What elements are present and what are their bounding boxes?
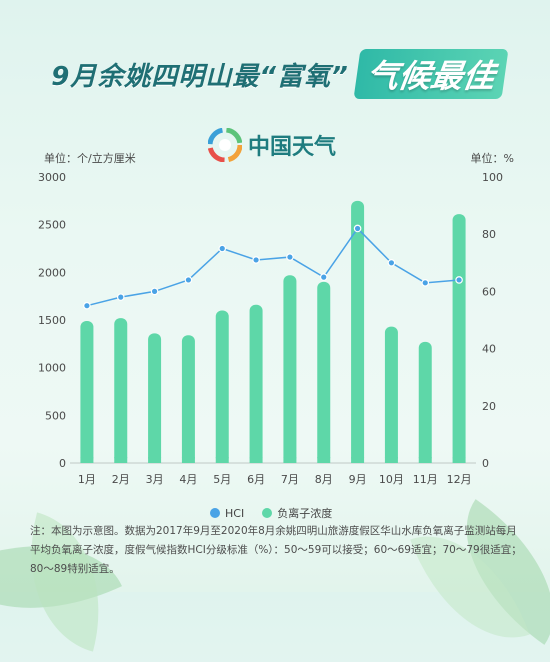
bar-base xyxy=(351,457,365,463)
bar-base xyxy=(114,457,128,463)
y-left-tick-label: 0 xyxy=(59,457,66,470)
y-left-tick-label: 1000 xyxy=(38,362,66,375)
legend-label-hci: HCI xyxy=(225,506,245,520)
y-left-tick-label: 2000 xyxy=(38,266,66,279)
hci-point xyxy=(150,287,159,296)
x-tick-label: 8月 xyxy=(315,473,333,486)
bar xyxy=(114,318,128,463)
bar-base xyxy=(384,457,398,463)
hci-point xyxy=(353,224,362,233)
x-tick-label: 11月 xyxy=(413,473,438,486)
hci-point xyxy=(319,273,328,281)
bar xyxy=(418,341,432,463)
hci-point xyxy=(83,301,91,310)
y-left-tick-label: 2500 xyxy=(38,219,66,232)
hci-point xyxy=(455,276,463,284)
bar xyxy=(215,310,229,463)
bar xyxy=(317,281,331,463)
x-tick-label: 6月 xyxy=(247,473,265,486)
x-tick-label: 7月 xyxy=(281,473,299,486)
x-tick-label: 2月 xyxy=(112,473,130,486)
hci-point xyxy=(116,293,125,301)
bar-base xyxy=(249,457,263,463)
bar xyxy=(80,320,94,463)
x-tick-label: 5月 xyxy=(213,473,231,486)
x-tick-label: 3月 xyxy=(146,473,164,486)
hci-point xyxy=(218,244,227,253)
legend-label-ion: 负离子浓度 xyxy=(277,507,333,520)
legend-item-hci: HCI xyxy=(210,507,244,520)
x-tick-label: 1月 xyxy=(78,473,96,486)
footnote: 注：本图为示意图。数据为2017年9月至2020年8月余姚四明山旅游度假区华山水… xyxy=(30,525,522,575)
page-title: 9月余姚四明山最“富氧” 气候最佳 xyxy=(36,44,520,104)
legend-swatch-hci xyxy=(210,508,220,518)
y-right-tick-label: 80 xyxy=(482,228,496,241)
bar-base xyxy=(148,457,162,463)
x-tick-label: 12月 xyxy=(447,473,472,486)
bar-base xyxy=(452,457,466,463)
bar xyxy=(351,200,365,464)
bar xyxy=(283,275,297,463)
y-right-tick-label: 40 xyxy=(482,343,496,356)
y-left-tick-label: 500 xyxy=(45,409,66,422)
legend-item-ion: 负离子浓度 xyxy=(262,505,332,521)
x-tick-label: 9月 xyxy=(349,473,367,486)
title-main: 9月余姚四明山最“富氧” xyxy=(51,61,349,92)
bar-base xyxy=(283,457,297,463)
bar-base xyxy=(317,457,331,463)
y-left-tick-label: 1500 xyxy=(38,314,66,327)
y-right-tick-label: 100 xyxy=(482,171,503,184)
bar-base xyxy=(80,457,94,463)
bar xyxy=(452,214,466,463)
bar xyxy=(249,304,263,463)
combo-chart: 0 500 1000 1500 2000 2500 3000 0 20 40 60 80 100 1月 2月… xyxy=(38,171,503,486)
bar xyxy=(181,335,195,463)
x-tick-label: 10月 xyxy=(379,473,404,486)
china-weather-logo-icon xyxy=(208,128,242,162)
bar xyxy=(384,326,398,463)
logo: 中国天气 xyxy=(208,128,336,162)
left-axis-unit: 单位：个/立方厘米 xyxy=(44,152,136,165)
hci-point xyxy=(286,253,294,261)
legend-swatch-ion xyxy=(262,508,273,518)
y-right-tick-label: 0 xyxy=(482,457,489,470)
bar-base xyxy=(181,457,195,463)
right-axis-unit: 单位：% xyxy=(470,152,514,165)
hci-point xyxy=(387,258,396,267)
chart-legend: HCI 负离子浓度 xyxy=(210,505,350,521)
y-left-tick-label: 3000 xyxy=(38,171,66,184)
hci-point xyxy=(252,256,260,264)
bar-base xyxy=(418,457,432,463)
y-right-tick-label: 60 xyxy=(482,285,496,298)
bar-base xyxy=(215,457,229,463)
bar xyxy=(148,333,162,463)
y-right-tick-label: 20 xyxy=(482,400,496,413)
hci-point xyxy=(184,276,193,284)
logo-text: 中国天气 xyxy=(248,135,337,160)
hci-point xyxy=(421,279,430,287)
hci-line xyxy=(86,227,460,307)
x-tick-label: 4月 xyxy=(179,473,197,486)
